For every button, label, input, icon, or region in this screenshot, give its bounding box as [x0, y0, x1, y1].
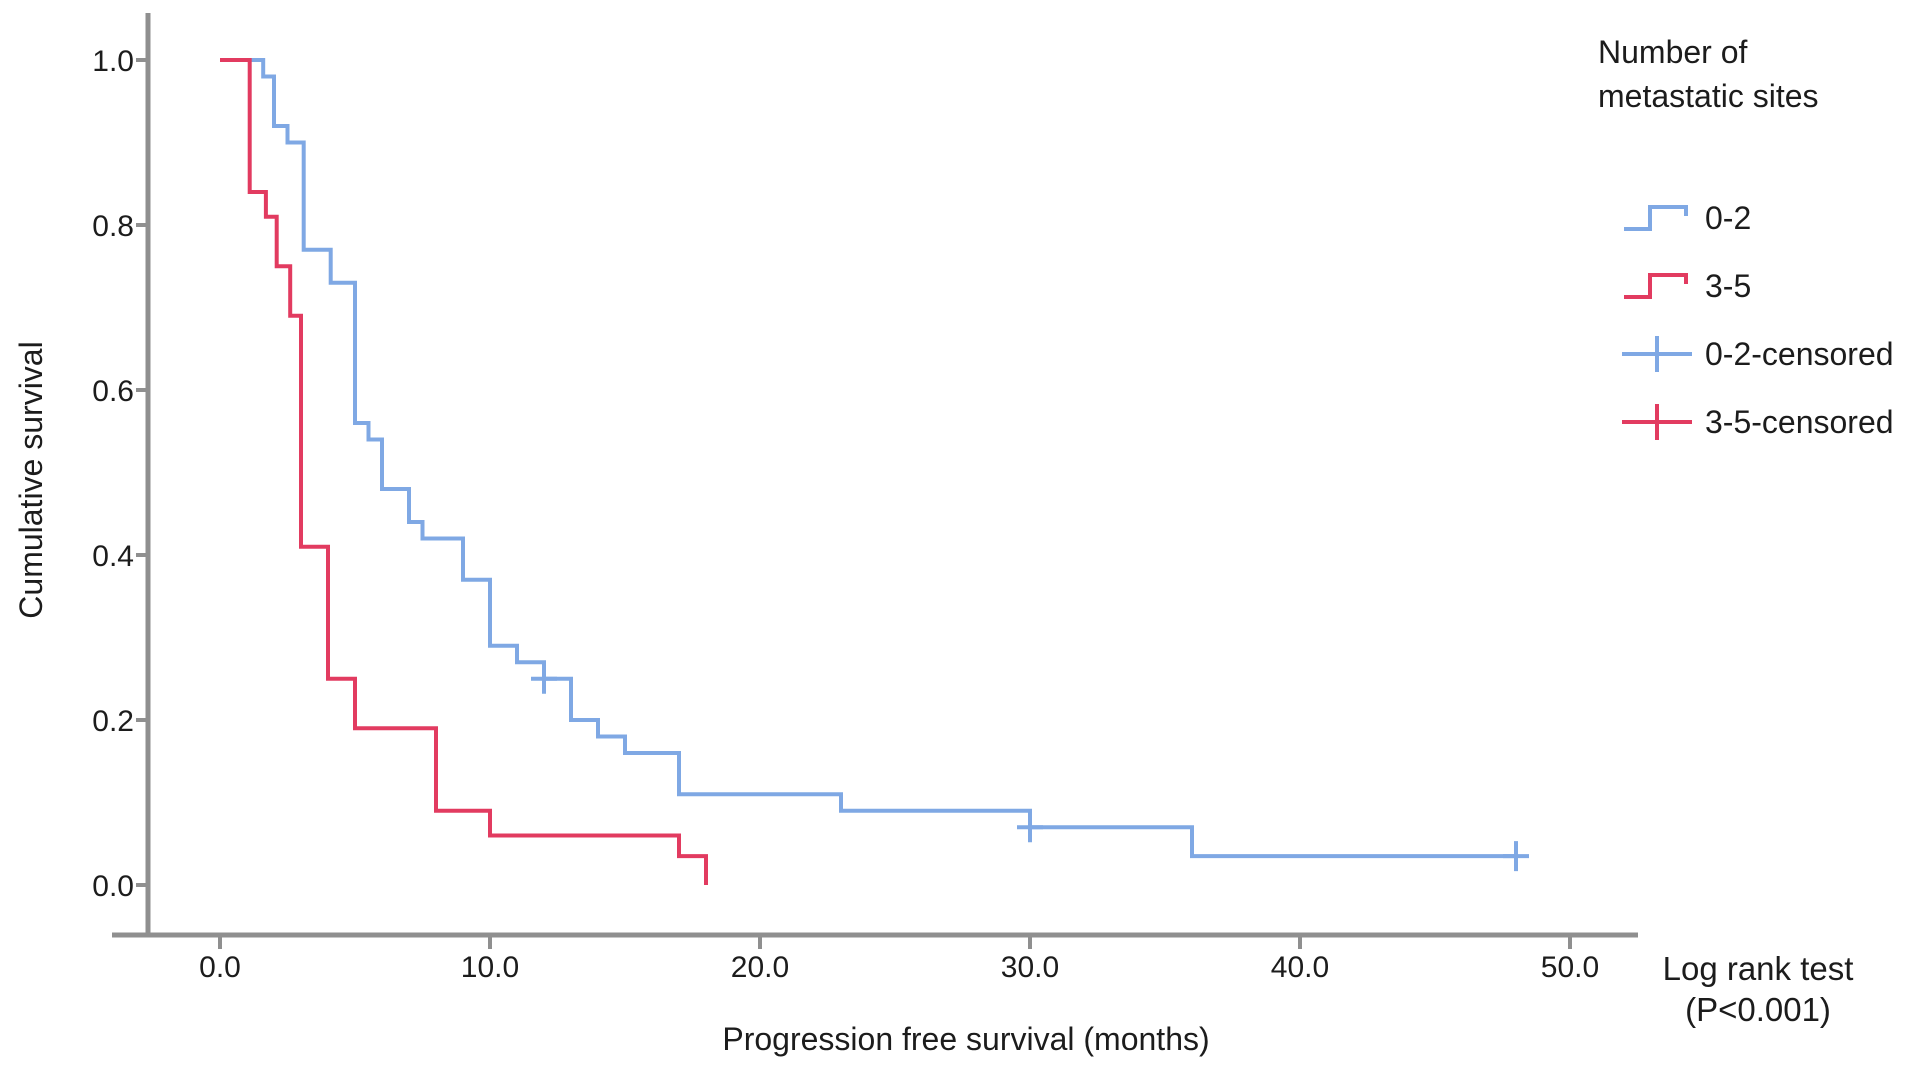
log-rank-line1: Log rank test	[1663, 950, 1854, 987]
censor-mark-0-2	[1503, 841, 1529, 872]
x-tick-label: 20.0	[731, 951, 789, 984]
legend-label-0-2: 0-2	[1705, 200, 1751, 236]
legend-label-0-2-censored: 0-2-censored	[1705, 336, 1894, 372]
censor-mark-0-2	[1017, 812, 1043, 843]
x-tick-label: 0.0	[199, 951, 241, 984]
legend-item-0-2: 0-2	[1624, 200, 1751, 236]
survival-curve-0-2	[220, 58, 1516, 859]
x-tick-label: 10.0	[461, 951, 519, 984]
x-axis-title: Progression free survival (months)	[722, 1021, 1209, 1057]
step-line-swatch-icon	[1624, 273, 1688, 299]
y-tick-label: 1.0	[92, 45, 134, 78]
axes: 1.0 0.8 0.6 0.4 0.2 0.0 0.0 10.0 20.0 30.0 40.0 50.…	[92, 13, 1638, 984]
log-rank-line2: (P<0.001)	[1685, 991, 1831, 1028]
x-tick-label: 30.0	[1001, 951, 1059, 984]
log-rank-annotation: Log rank test (P<0.001)	[1663, 950, 1854, 1028]
censor-marks	[531, 663, 1529, 872]
x-tick-label: 40.0	[1271, 951, 1329, 984]
legend-title-line1: Number of	[1598, 34, 1748, 70]
legend-item-0-2-censored: 0-2-censored	[1622, 336, 1894, 372]
y-axis-title: Cumulative survival	[13, 341, 49, 618]
censor-plus-swatch-icon	[1622, 336, 1692, 372]
legend-label-3-5: 3-5	[1705, 268, 1751, 304]
x-tick-label: 50.0	[1541, 951, 1599, 984]
curves	[220, 58, 1516, 885]
y-tick-label: 0.6	[92, 375, 134, 408]
survival-curve-3-5	[220, 58, 708, 885]
y-tick-label: 0.8	[92, 210, 134, 243]
y-tick-label: 0.2	[92, 705, 134, 738]
legend-item-3-5-censored: 3-5-censored	[1622, 404, 1894, 440]
legend: Number of metastatic sites 0-2 3-5 0-2-c…	[1598, 34, 1894, 440]
legend-item-3-5: 3-5	[1624, 268, 1751, 304]
y-tick-label: 0.4	[92, 540, 134, 573]
censor-mark-0-2	[531, 663, 557, 694]
legend-title-line2: metastatic sites	[1598, 78, 1819, 114]
step-line-swatch-icon	[1624, 205, 1688, 231]
y-tick-label: 0.0	[92, 870, 134, 903]
legend-label-3-5-censored: 3-5-censored	[1705, 404, 1894, 440]
censor-plus-swatch-icon	[1622, 404, 1692, 440]
